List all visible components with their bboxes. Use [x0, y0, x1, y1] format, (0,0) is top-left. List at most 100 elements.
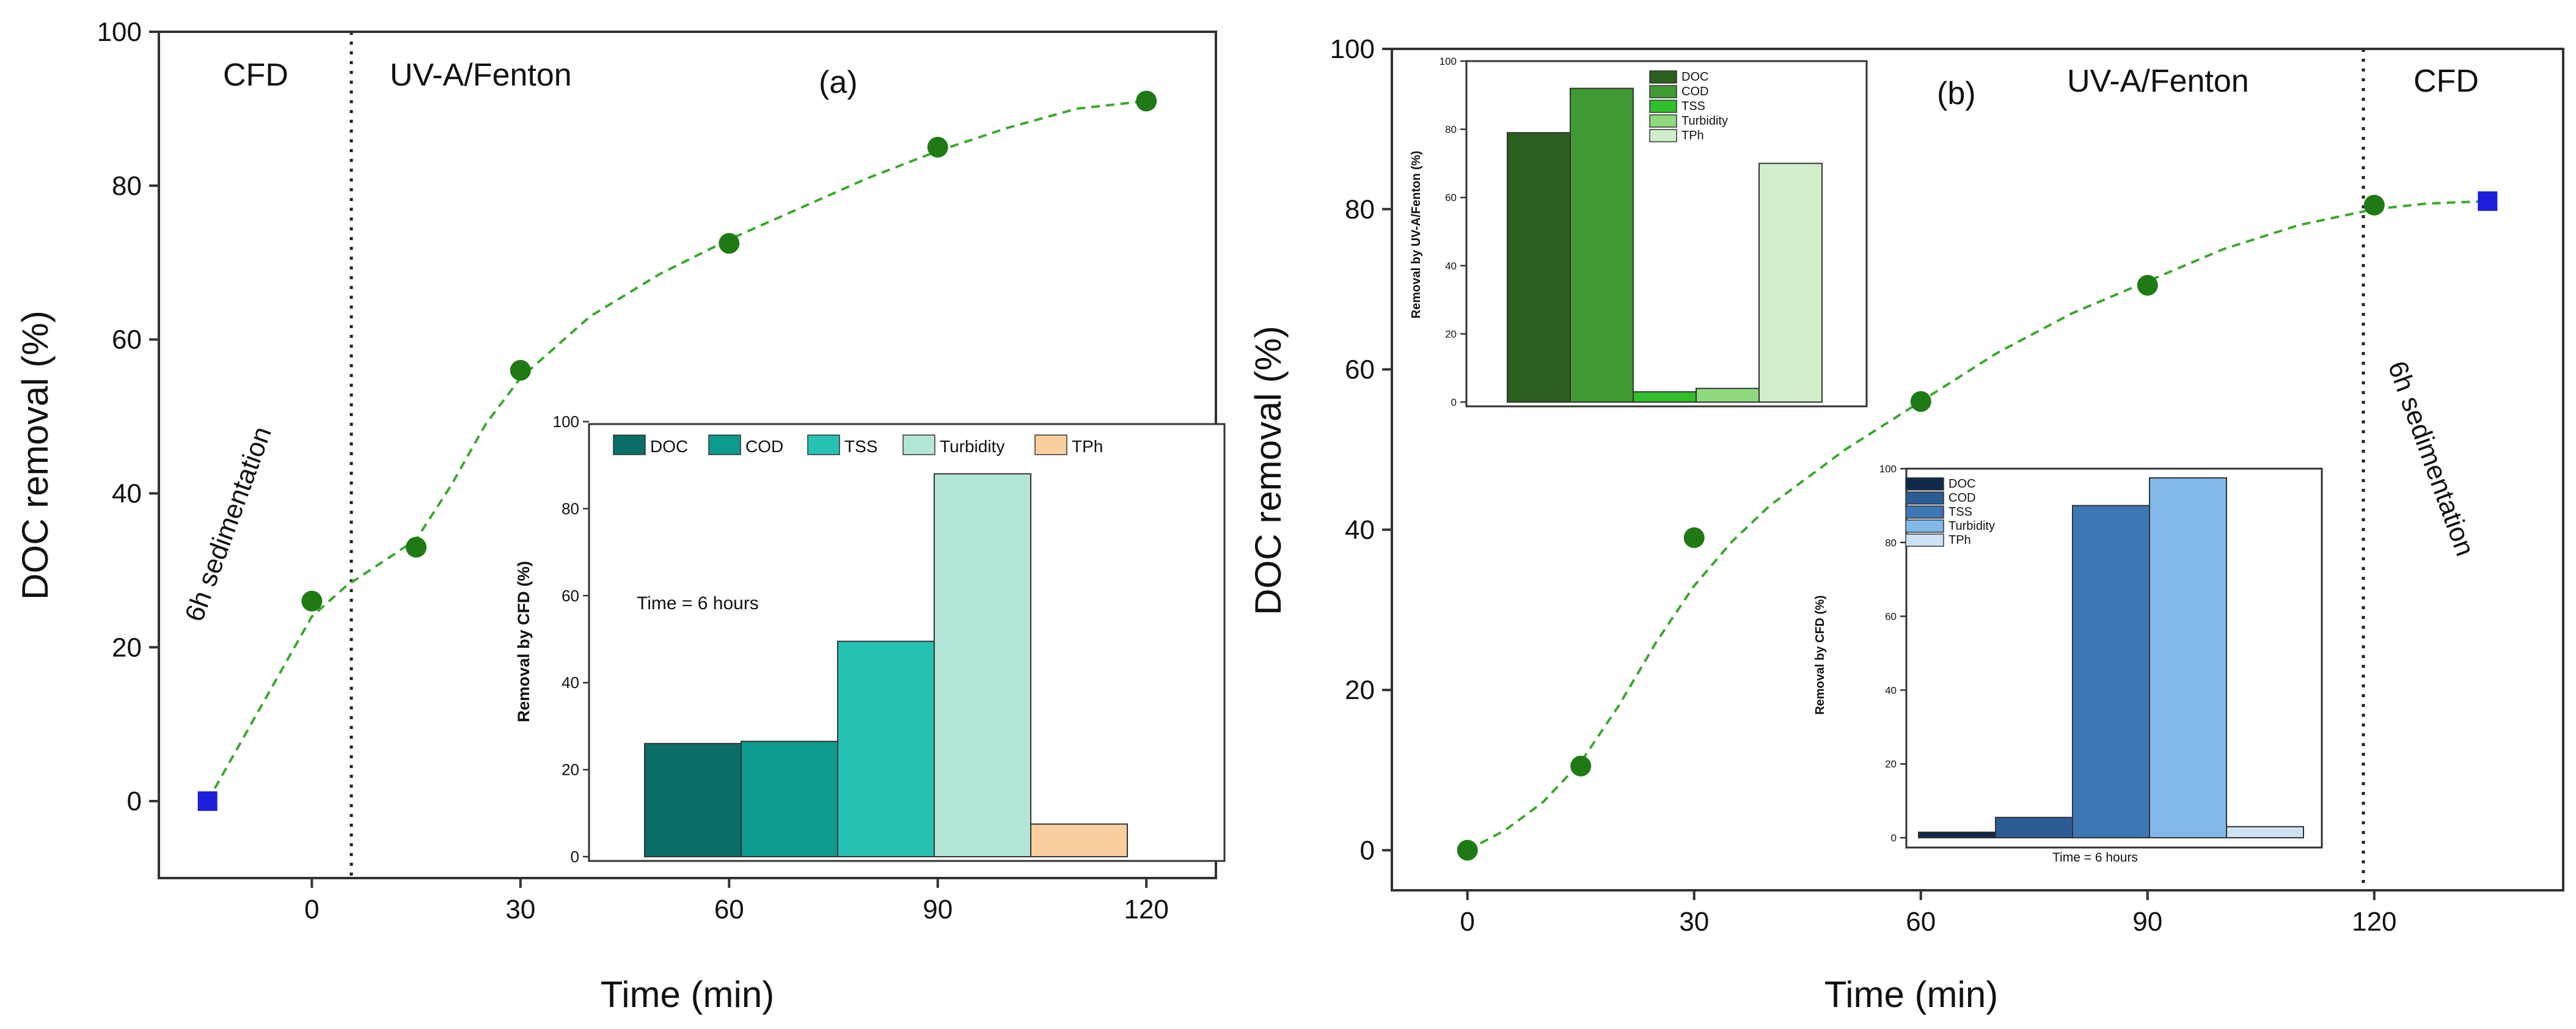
y-tick-label: 40	[112, 478, 142, 508]
panel-b-region-label-right: CFD	[2413, 64, 2479, 99]
legend-swatch-turbidity	[902, 434, 935, 455]
legend-label-tph: TPh	[1948, 533, 1971, 547]
data-point	[406, 536, 427, 558]
inset-y-tick-label: 60	[1445, 192, 1457, 203]
legend-swatch-doc	[613, 434, 646, 455]
panel-b-y-axis-title: DOC removal (%)	[1248, 326, 1289, 615]
inset-y-tick-label: 40	[1445, 260, 1457, 272]
inset-bar-cod	[1570, 87, 1634, 403]
panel-a-y-axis-title: DOC removal (%)	[15, 310, 56, 599]
panel-a-inset-y-ticks: 0 20 40 60 80 100	[553, 412, 589, 866]
legend-swatch-tph	[1649, 129, 1677, 142]
legend-label-tph: TPh	[1072, 437, 1103, 456]
inset-y-tick-label: 80	[1445, 124, 1457, 136]
legend-swatch-tss	[807, 434, 840, 455]
inset-bar-doc	[644, 742, 742, 857]
legend-swatch-cod	[708, 434, 741, 455]
inset-y-tick-label: 20	[1445, 328, 1457, 340]
data-point	[1457, 840, 1478, 861]
legend-label-turbidity: Turbidity	[940, 437, 1004, 456]
panel-a-rotated-note: 6h sedimentation	[179, 423, 277, 626]
panel-a: 0 30 60 90 120 0 20 40 60 80 100 Time (min) DOC r…	[15, 17, 1226, 1015]
inset-y-tick-label: 80	[562, 499, 579, 518]
x-tick-label: 0	[304, 895, 319, 925]
y-tick-label: 80	[1345, 194, 1375, 224]
panel-b-region-label-left: UV-A/Fenton	[2067, 64, 2249, 99]
inset-y-tick-label: 100	[553, 412, 579, 431]
legend-label-doc: DOC	[650, 437, 688, 456]
inset-bar-turbidity	[1696, 387, 1760, 403]
y-tick-label: 0	[1360, 835, 1375, 865]
data-point	[1136, 90, 1157, 112]
panel-a-inset: 0 20 40 60 80 100 Removal by CFD (%) Time = 6…	[514, 412, 1226, 866]
x-tick-label: 60	[1906, 907, 1936, 937]
legend-label-doc: DOC	[1681, 70, 1708, 84]
x-tick-label: 90	[2132, 907, 2162, 937]
panel-a-region-label-left: CFD	[223, 57, 288, 93]
panel-b-inset-bottom: 0 20 40 60 80 100 Removal by CFD (%) Time = 6…	[1813, 463, 2323, 865]
inset-bar-tph	[1030, 823, 1128, 857]
inset-bar-doc	[1918, 831, 1996, 838]
x-tick-label: 60	[714, 895, 744, 925]
data-point-cfd	[197, 791, 218, 811]
legend-label-turbidity: Turbidity	[1681, 114, 1728, 128]
panel-b: 0 30 60 90 120 0 20 40 60 80 100 Time (min) DOC r…	[1248, 34, 2564, 1015]
data-point-cfd	[2478, 191, 2498, 211]
inset-y-tick-label: 60	[1885, 611, 1897, 623]
inset-y-tick-label: 0	[1451, 397, 1457, 408]
inset-y-tick-label: 20	[562, 761, 579, 779]
x-tick-label: 120	[1124, 895, 1168, 925]
inset-bar-doc	[1507, 132, 1571, 403]
legend-label-cod: COD	[745, 437, 783, 456]
panel-b-points	[1457, 191, 2498, 861]
inset-bar-tss	[837, 640, 935, 858]
panel-b-x-ticks: 0 30 60 90 120	[1460, 890, 2397, 937]
legend-label-tss: TSS	[844, 437, 877, 456]
inset-bar-tss	[1633, 391, 1697, 403]
data-point	[1570, 755, 1592, 777]
y-tick-label: 20	[112, 632, 142, 662]
legend-swatch-turbidity	[1905, 519, 1944, 533]
y-tick-label: 100	[97, 17, 142, 47]
legend-swatch-doc	[1905, 477, 1944, 491]
legend-label-turbidity: Turbidity	[1948, 519, 1995, 533]
data-point	[719, 233, 740, 254]
panel-b-y-ticks: 0 20 40 60 80 100	[1330, 34, 1392, 865]
panel-b-inset-top-y-ticks: 0 20 40 60 80 100	[1440, 56, 1466, 408]
legend-label-doc: DOC	[1948, 477, 1975, 491]
y-tick-label: 20	[1345, 675, 1375, 705]
x-tick-label: 90	[923, 895, 953, 925]
inset-y-tick-label: 60	[562, 587, 579, 605]
panel-b-panel-label: (b)	[1937, 76, 1976, 111]
inset-y-tick-label: 80	[1885, 537, 1897, 549]
y-tick-label: 0	[127, 786, 142, 816]
inset-y-tick-label: 0	[1891, 832, 1897, 844]
panel-a-inset-y-axis-title: Removal by CFD (%)	[514, 561, 533, 722]
data-point	[510, 360, 531, 381]
legend-swatch-turbidity	[1649, 114, 1677, 128]
panel-b-inset-bottom-y-axis-title: Removal by CFD (%)	[1813, 595, 1827, 715]
panel-a-x-ticks: 0 30 60 90 120	[304, 878, 1169, 925]
inset-y-tick-label: 0	[571, 848, 579, 866]
legend-label-cod: COD	[1948, 491, 1975, 505]
data-point	[301, 590, 323, 612]
inset-bar-turbidity	[934, 473, 1031, 857]
panel-b-plot-frame	[1391, 48, 2564, 892]
panel-b-inset-bottom-bars	[1918, 477, 2304, 839]
legend-swatch-cod	[1905, 491, 1944, 505]
y-tick-label: 80	[112, 171, 142, 201]
panel-a-y-ticks: 0 20 40 60 80 100	[97, 17, 159, 816]
legend-swatch-doc	[1649, 70, 1677, 84]
y-tick-label: 60	[112, 325, 142, 355]
panel-a-x-axis-title: Time (min)	[601, 974, 774, 1015]
inset-bar-tph	[1758, 163, 1823, 403]
panel-b-x-axis-title: Time (min)	[1824, 974, 1998, 1015]
data-point	[2363, 194, 2385, 216]
panel-b-fit-line	[1466, 200, 2488, 852]
inset-bar-tph	[2226, 826, 2304, 839]
legend-label-tss: TSS	[1681, 100, 1705, 113]
x-tick-label: 30	[505, 895, 535, 925]
panel-a-points	[197, 90, 1157, 811]
